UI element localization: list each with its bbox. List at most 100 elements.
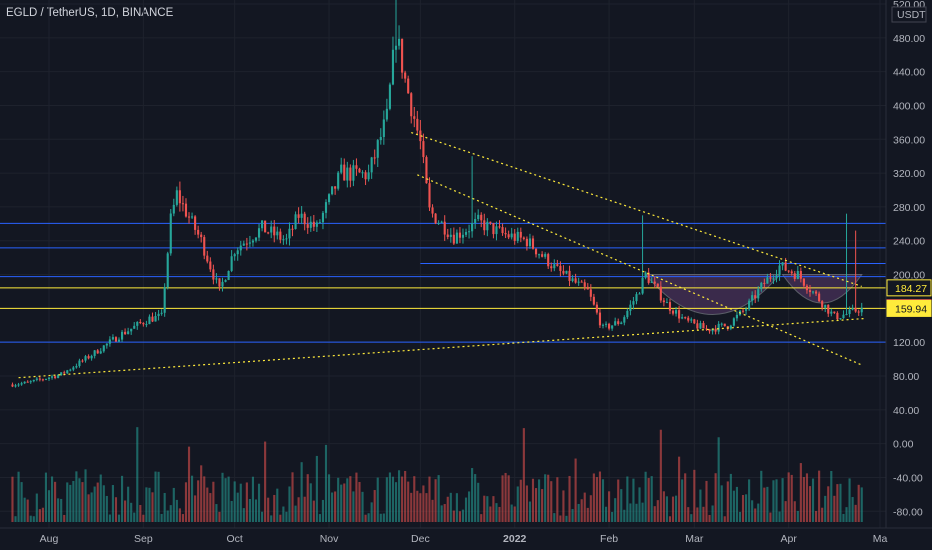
candle-body [288,228,291,239]
volume-bar [836,484,839,522]
volume-bar [827,486,830,522]
volume-bar [191,475,194,522]
candle-body [248,242,251,244]
volume-bar [413,476,416,522]
volume-bar [745,494,748,522]
candle-body [778,265,781,276]
volume-bar [136,427,139,522]
candle-body [72,367,75,370]
candle-body [708,329,711,332]
volume-bar [279,514,282,522]
candle-body [340,164,343,173]
candle-body [711,328,714,332]
candle-body [187,216,191,218]
volume-bar [510,504,513,522]
candle-body [355,165,358,169]
volume-bar [738,511,742,522]
volume-bar [550,481,553,522]
volume-bar [206,487,209,522]
volume-bar [598,471,602,522]
volume-bar [200,465,203,522]
volume-bar [611,511,614,522]
volume-bar [781,478,784,522]
volume-bar [525,485,528,522]
volume-bar [407,481,410,522]
candle-body [425,157,428,184]
candle-body [379,136,382,141]
volume-bar [538,479,541,522]
candle-body [598,312,602,326]
candle-body [47,377,51,379]
candle-body [200,234,203,238]
candle-body [108,339,111,344]
candle-body [251,240,255,243]
candle-body [583,282,586,287]
volume-bar [489,506,492,522]
volume-bar [23,497,26,522]
volume-bar [75,471,78,522]
candle-body [404,72,407,79]
volume-bar [99,474,102,522]
volume-bar [102,485,105,522]
volume-bar [254,499,258,522]
volume-bar [821,507,824,522]
trendline [411,131,862,287]
candle-body [376,140,379,158]
volume-bar [303,496,306,522]
volume-bar [154,471,157,522]
volume-bar [130,502,133,522]
candle-body [766,277,769,284]
volume-bar [452,510,455,522]
candle-body [93,350,96,356]
volume-bar [860,487,863,522]
candle-body [388,84,391,109]
volume-bar [659,429,662,522]
candle-body [705,328,708,330]
candle-body [312,221,315,227]
volume-bar [492,496,495,522]
candle-body [175,190,178,205]
volume-bar [617,479,620,522]
volume-bar [735,486,738,522]
candle-body [735,314,738,319]
volume-bar [769,512,772,522]
volume-bar [367,513,370,522]
cup-shape [644,274,781,315]
candle-body [236,250,239,255]
candle-body [592,296,595,305]
volume-bar [839,483,842,522]
volume-bar [11,476,14,522]
candle-body [75,366,78,368]
volume-bar [422,485,425,522]
candle-body [653,281,656,284]
volume-bar [699,489,702,522]
candle-body [428,183,431,208]
volume-bar [160,513,163,522]
volume-bar [775,479,778,522]
candle-body [565,270,568,274]
volume-bar [401,476,404,522]
candle-body [407,78,410,94]
candle-body [498,226,501,228]
candle-body [120,331,124,340]
volume-bar [440,505,443,522]
candle-body [690,319,693,321]
candle-body [461,234,465,238]
candle-body [623,317,626,323]
volume-bar [805,473,809,522]
currency-badge [891,6,927,23]
candle-body [391,49,395,85]
volume-bar [212,481,215,522]
volume-bar [382,513,385,522]
candle-body [748,300,751,310]
volume-bar [501,475,504,522]
volume-bar [245,482,248,522]
volume-bar [419,493,422,522]
volume-bar [29,515,32,522]
volume-bar [726,481,729,522]
candle-body [842,314,845,319]
volume-bar [264,441,267,522]
candle-body [808,290,812,293]
candle-body [504,233,507,235]
